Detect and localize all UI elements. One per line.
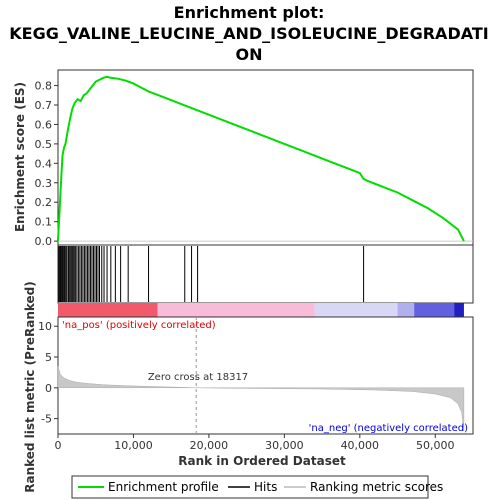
x-tick-label: 10,000 <box>114 439 153 452</box>
metric-panel-frame <box>57 316 474 435</box>
es-y-tick-label: 0.2 <box>35 196 53 209</box>
color-bar-segment <box>397 303 415 317</box>
metric-y-tick-label: 10 <box>38 320 52 333</box>
es-y-axis: 0.0 0.1 0.2 0.3 0.4 0.5 0.6 0.7 0.8 <box>35 80 58 248</box>
color-bar-segment <box>157 303 315 317</box>
metric-y-axis-label: Ranked list metric (PreRanked) <box>23 281 37 493</box>
es-y-axis-label: Enrichment score (ES) <box>13 82 27 232</box>
x-tick-label: 30,000 <box>265 439 304 452</box>
color-bar-segment <box>58 303 158 317</box>
chart-title-line2: KEGG_VALINE_LEUCINE_AND_ISOLEUCINE_DEGRA… <box>9 24 488 43</box>
neg-correlated-label: 'na_neg' (negatively correlated) <box>309 423 468 434</box>
metric-y-tick-label: 5 <box>45 351 52 364</box>
color-bar-segment <box>454 303 464 317</box>
chart-title-line3: ON <box>236 45 263 64</box>
es-y-tick-label: 0.6 <box>35 118 53 131</box>
metric-fill-group <box>57 366 465 431</box>
es-y-tick-label: 0.0 <box>35 235 53 248</box>
pos-correlated-label: 'na_pos' (positively correlated) <box>62 320 216 331</box>
hits-panel-frame <box>57 244 474 304</box>
es-y-tick-label: 0.1 <box>35 216 53 229</box>
x-tick-label: 20,000 <box>190 439 229 452</box>
legend-hits-label: Hits <box>254 480 277 494</box>
color-bar-segment <box>314 303 398 317</box>
color-bar-segment <box>414 303 455 317</box>
es-y-tick-label: 0.3 <box>35 177 53 190</box>
es-y-tick-label: 0.8 <box>35 80 53 93</box>
x-tick-label: 0 <box>55 439 62 452</box>
es-y-tick-label: 0.4 <box>35 157 53 170</box>
es-panel-frame <box>57 69 474 246</box>
x-axis: 0 10,000 20,000 30,000 40,000 50,000 <box>55 434 455 452</box>
chart-title-line1: Enrichment plot: <box>174 3 325 22</box>
x-axis-label: Rank in Ordered Dataset <box>178 454 346 468</box>
x-tick-label: 50,000 <box>416 439 455 452</box>
metric-area <box>57 366 465 431</box>
x-tick-label: 40,000 <box>341 439 380 452</box>
metric-y-tick-label: -5 <box>41 413 52 426</box>
es-y-tick-label: 0.5 <box>35 138 53 151</box>
enrichment-profile-line <box>57 75 465 242</box>
legend-enrichment-label: Enrichment profile <box>108 480 219 494</box>
zero-cross-label: Zero cross at 18317 <box>148 372 248 383</box>
hits-group <box>58 246 365 302</box>
metric-y-axis: -5 0 5 10 <box>38 320 58 426</box>
es-y-tick-label: 0.7 <box>35 99 53 112</box>
legend-metric-label: Ranking metric scores <box>310 480 443 494</box>
ranking-color-bar <box>58 303 464 317</box>
metric-y-tick-label: 0 <box>45 382 52 395</box>
